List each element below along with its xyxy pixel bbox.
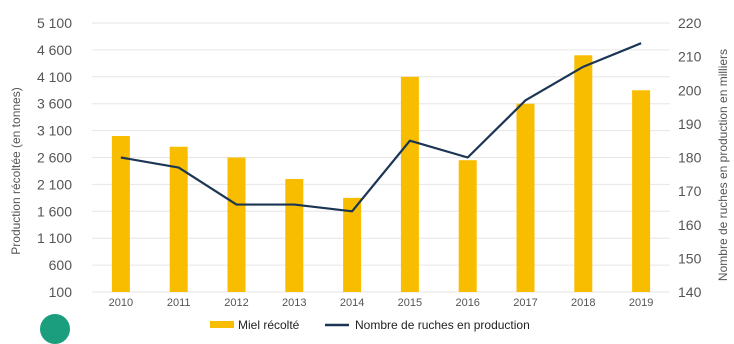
right-tick-label: 140 (678, 284, 702, 300)
left-tick-label: 2 100 (37, 176, 72, 192)
bar (574, 55, 593, 292)
legend-label-bar: Miel récolté (238, 318, 300, 332)
x-tick-label: 2012 (224, 297, 248, 309)
bar (400, 76, 419, 292)
x-tick-label: 2014 (340, 297, 364, 309)
left-axis-title: Production récoltée (en tonnes) (9, 87, 23, 254)
x-tick-label: 2019 (629, 297, 653, 309)
corner-decoration (40, 314, 70, 344)
bar (169, 146, 188, 292)
gridlines (92, 22, 670, 293)
left-tick-label: 1 100 (37, 230, 72, 246)
left-tick-label: 100 (49, 284, 73, 300)
bar (285, 179, 304, 292)
x-tick-label: 2010 (109, 297, 133, 309)
right-tick-label: 220 (678, 15, 702, 31)
legend: Miel récolté Nombre de ruches en product… (210, 318, 530, 332)
bar (343, 197, 362, 292)
right-tick-label: 190 (678, 116, 702, 132)
bar (632, 90, 651, 292)
x-tick-label: 2011 (167, 297, 191, 309)
bar (111, 135, 130, 292)
x-tick-label: 2018 (571, 297, 595, 309)
left-tick-label: 4 100 (37, 69, 72, 85)
left-axis-ticks: 100 600 1 100 1 600 2 100 2 600 3 100 3 600 4 10… (37, 15, 72, 300)
right-tick-label: 150 (678, 250, 702, 266)
left-tick-label: 4 600 (37, 42, 72, 58)
right-tick-label: 210 (678, 49, 702, 65)
bar (458, 160, 477, 292)
chart: 100 600 1 100 1 600 2 100 2 600 3 100 3 600 4 10… (9, 15, 730, 332)
left-tick-label: 5 100 (37, 15, 72, 31)
x-tick-label: 2013 (282, 297, 306, 309)
legend-swatch-bar (210, 321, 234, 328)
right-tick-label: 170 (678, 183, 702, 199)
x-tick-label: 2017 (513, 297, 537, 309)
x-tick-label: 2016 (455, 297, 479, 309)
left-tick-label: 1 600 (37, 203, 72, 219)
left-tick-label: 600 (49, 257, 73, 273)
series-line (120, 42, 642, 213)
bar-series (111, 55, 651, 292)
left-tick-label: 3 600 (37, 96, 72, 112)
right-axis-title: Nombre de ruches en production en millie… (716, 49, 730, 281)
x-tick-label: 2015 (398, 297, 422, 309)
left-tick-label: 3 100 (37, 123, 72, 139)
right-tick-label: 180 (678, 150, 702, 166)
x-axis-ticks: 2010 2011 2012 2013 2014 2015 2016 2017 2018 2019 (109, 297, 654, 309)
bar (516, 103, 535, 292)
right-tick-label: 160 (678, 217, 702, 233)
right-axis-ticks: 140 150 160 170 180 190 200 210 220 (678, 15, 702, 300)
right-tick-label: 200 (678, 82, 702, 98)
legend-label-line: Nombre de ruches en production (355, 318, 530, 332)
line-series (120, 42, 642, 213)
bar (227, 157, 246, 292)
left-tick-label: 2 600 (37, 150, 72, 166)
